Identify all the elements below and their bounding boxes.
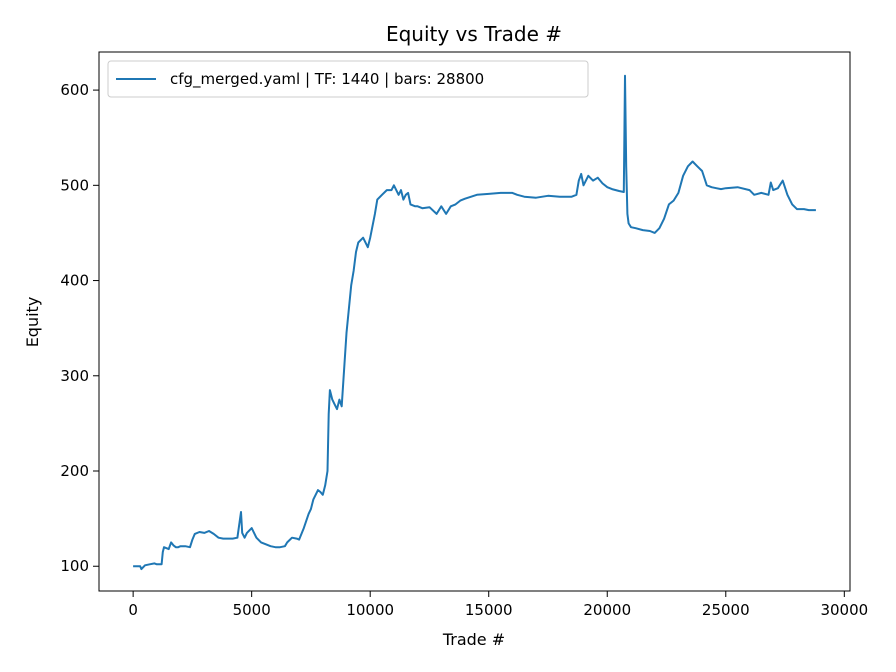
y-axis-label: Equity: [23, 297, 42, 348]
legend-box: [107, 60, 589, 98]
series-line-equity: [133, 74, 816, 571]
x-axis-label: Trade #: [442, 630, 505, 649]
x-tick-label: 0: [128, 601, 138, 619]
plot-area: [98, 51, 851, 592]
y-axis: 100 200 300 400 500 600: [60, 81, 99, 575]
chart-title: Equity vs Trade #: [386, 22, 562, 46]
x-tick-label: 5000: [233, 601, 271, 619]
y-tick-label: 400: [60, 272, 89, 290]
x-tick-label: 10000: [346, 601, 394, 619]
y-tick-label: 300: [60, 367, 89, 385]
x-tick-label: 30000: [820, 601, 868, 619]
legend-entry-label: cfg_merged.yaml | TF: 1440 | bars: 28800: [170, 70, 484, 89]
y-tick-label: 200: [60, 462, 89, 480]
y-tick-label: 500: [60, 176, 89, 194]
x-tick-label: 20000: [583, 601, 631, 619]
plot-frame: [98, 51, 851, 592]
x-tick-label: 15000: [465, 601, 513, 619]
y-tick-label: 600: [60, 81, 89, 99]
legend: cfg_merged.yaml | TF: 1440 | bars: 28800: [107, 60, 589, 98]
x-tick-label: 25000: [702, 601, 750, 619]
y-tick-label: 100: [60, 557, 89, 575]
x-axis: 0 5000 10000 15000 20000 25000 30000: [128, 591, 868, 619]
